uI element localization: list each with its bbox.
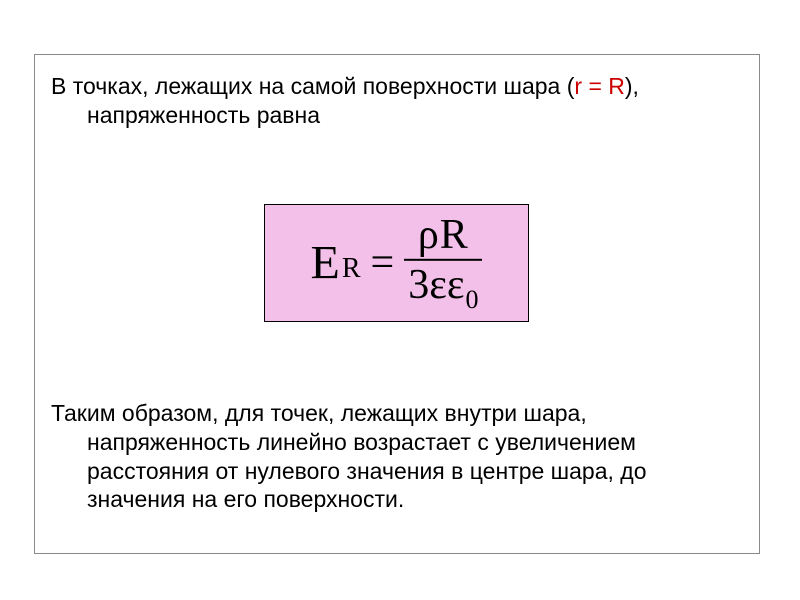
formula-subR: R [340, 253, 361, 284]
p2-line3: расстояния от нулевого значения в центре… [51, 457, 745, 486]
formula-eq: = [361, 240, 405, 286]
formula-numerator: ρR [404, 213, 482, 259]
formula-box: ER=ρR3εε0 [264, 204, 529, 322]
p1-line2: напряженность равна [51, 101, 745, 130]
p2-line1: Таким образом, для точек, лежащих внутри… [51, 400, 587, 426]
formula-den-sub: 0 [464, 285, 478, 314]
p1-prefix: В точках, лежащих на самой поверхности ш… [51, 73, 574, 99]
p2-line2: напряженность линейно возрастает с увели… [51, 428, 745, 457]
slide-frame: В точках, лежащих на самой поверхности ш… [34, 54, 760, 554]
paragraph-2: Таким образом, для точек, лежащих внутри… [51, 399, 745, 514]
formula-denominator: 3εε0 [404, 259, 482, 313]
formula-fraction: ρR3εε0 [404, 213, 482, 313]
formula-den-main: 3εε [408, 262, 464, 308]
p2-line4: значения на его поверхности. [51, 485, 745, 514]
p1-rR: r = R [574, 73, 624, 99]
paragraph-1: В точках, лежащих на самой поверхности ш… [51, 72, 745, 130]
formula-E: E [311, 237, 340, 290]
formula: ER=ρR3εε0 [311, 213, 483, 313]
p1-suffix: ), [625, 73, 639, 99]
